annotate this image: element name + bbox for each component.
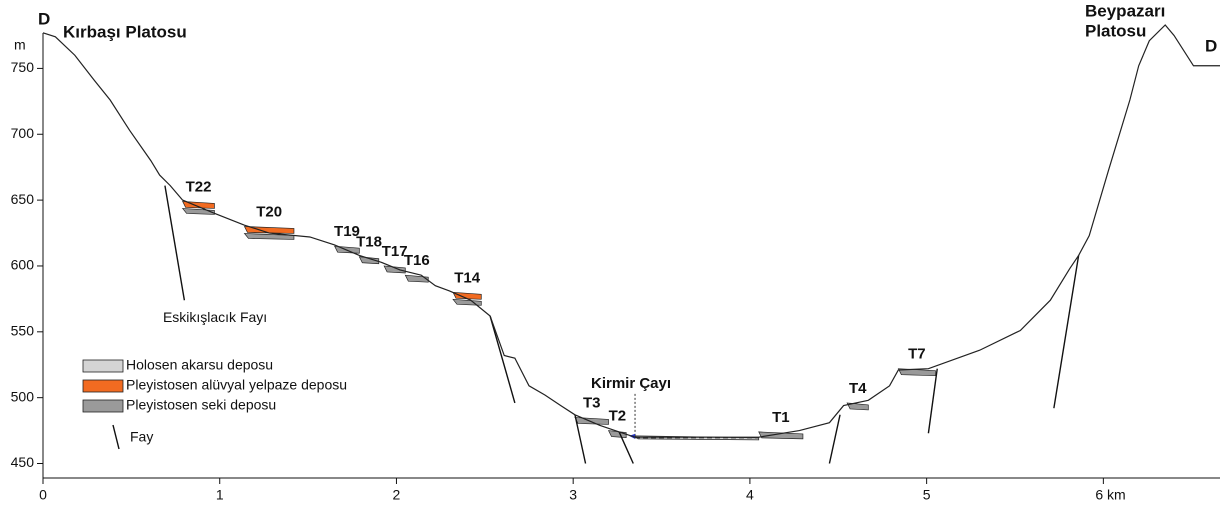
y-tick-label: 650 — [11, 191, 35, 207]
terrace-label: T1 — [772, 409, 790, 426]
terrace-label: T16 — [404, 252, 430, 269]
terrace-label: T14 — [454, 269, 481, 286]
chart: m 450 500 550 600 650 700 750 0 1 2 3 4 5 6 km D Kırbaşı… — [0, 0, 1224, 511]
legend-swatch — [83, 360, 123, 372]
terrace — [384, 266, 405, 273]
legend-swatch — [83, 380, 123, 392]
river-label: Kirmir Çayı — [591, 375, 671, 392]
plateau-title: Platosu — [1085, 21, 1146, 40]
terrace-label: T18 — [356, 234, 382, 251]
fault — [490, 316, 515, 403]
terrace-label: T2 — [609, 408, 627, 425]
fault — [1054, 255, 1079, 408]
legend-swatch — [83, 400, 123, 412]
y-tick-label: 550 — [11, 323, 35, 339]
x-tick-label: 1 — [216, 487, 224, 503]
legend-fault — [113, 425, 119, 449]
terrace-label: T3 — [583, 394, 601, 411]
fault — [829, 415, 840, 464]
fault — [928, 369, 937, 434]
y-tick-label: 600 — [11, 257, 35, 273]
terrace-label: T7 — [908, 346, 926, 363]
terrace-label: T22 — [186, 178, 212, 195]
section-label: D — [38, 9, 50, 28]
fault-name: Eskikışlacık Fayı — [163, 309, 267, 325]
y-tick-label: 700 — [11, 125, 35, 141]
terrace-label: T4 — [849, 380, 867, 397]
x-tick-label: 2 — [393, 487, 401, 503]
terrace — [759, 432, 803, 439]
x-tick-label: 0 — [39, 487, 47, 503]
x-tick-label: 6 km — [1095, 487, 1125, 503]
y-tick-label: 500 — [11, 388, 35, 404]
y-tick-label: 450 — [11, 454, 35, 470]
terrace — [575, 417, 609, 424]
y-axis-label: m — [14, 37, 26, 53]
legend-label: Pleyistosen seki deposu — [126, 397, 276, 413]
terrace — [405, 275, 428, 282]
y-tick-label: 750 — [11, 59, 35, 75]
terrace-label: T20 — [256, 203, 282, 220]
terrace-base — [453, 299, 481, 305]
section-label: D — [1205, 36, 1217, 55]
plateau-title: Kırbaşı Platosu — [63, 22, 187, 41]
legend-label: Holosen akarsu deposu — [126, 357, 273, 373]
legend-label: Fay — [130, 429, 153, 445]
x-tick-label: 5 — [923, 487, 931, 503]
plateau-title: Beypazarı — [1085, 1, 1165, 20]
fault — [165, 186, 184, 301]
legend-label: Pleyistosen alüvyal yelpaze deposu — [126, 377, 347, 393]
x-tick-label: 4 — [746, 487, 754, 503]
x-tick-label: 3 — [569, 487, 577, 503]
